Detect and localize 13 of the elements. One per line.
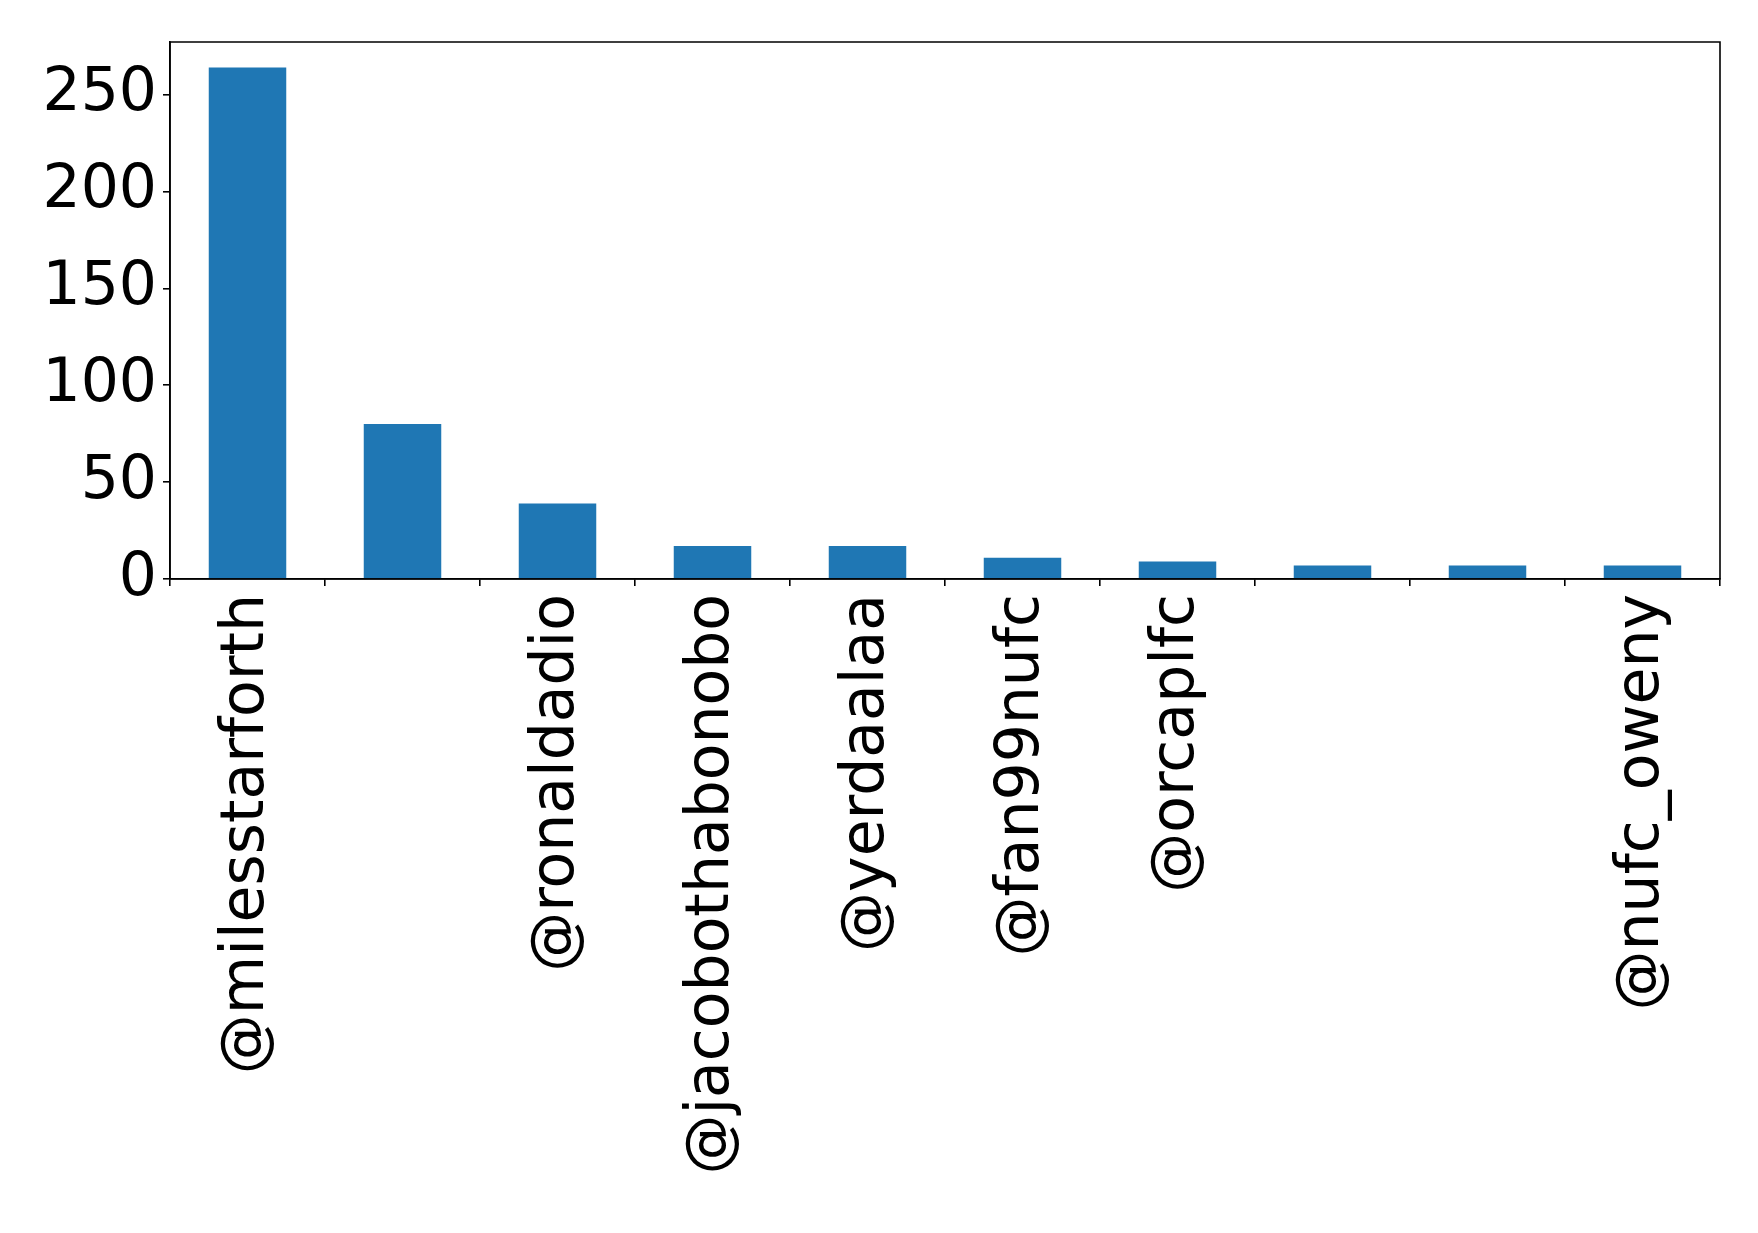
y-tick-label: 150 xyxy=(42,248,157,319)
y-tick-label: 50 xyxy=(80,441,157,512)
x-tick-label: @yerdaalaa xyxy=(827,594,898,952)
x-tick-label: @jacobothabonobo xyxy=(672,594,743,1175)
y-tick-label: 100 xyxy=(42,344,157,415)
x-tick-label: @milesstarforth xyxy=(207,594,278,1075)
y-tick-label: 250 xyxy=(42,54,157,125)
x-tick-label: @orcaplfc xyxy=(1137,594,1208,893)
x-tick-label: @fan99nufc xyxy=(982,594,1053,957)
x-tick-label: @ronaldadio xyxy=(517,594,588,972)
y-tick-label: 200 xyxy=(42,151,157,222)
y-tick-label: 0 xyxy=(118,538,157,609)
x-tick-label: @nufc_oweny xyxy=(1602,594,1673,1011)
